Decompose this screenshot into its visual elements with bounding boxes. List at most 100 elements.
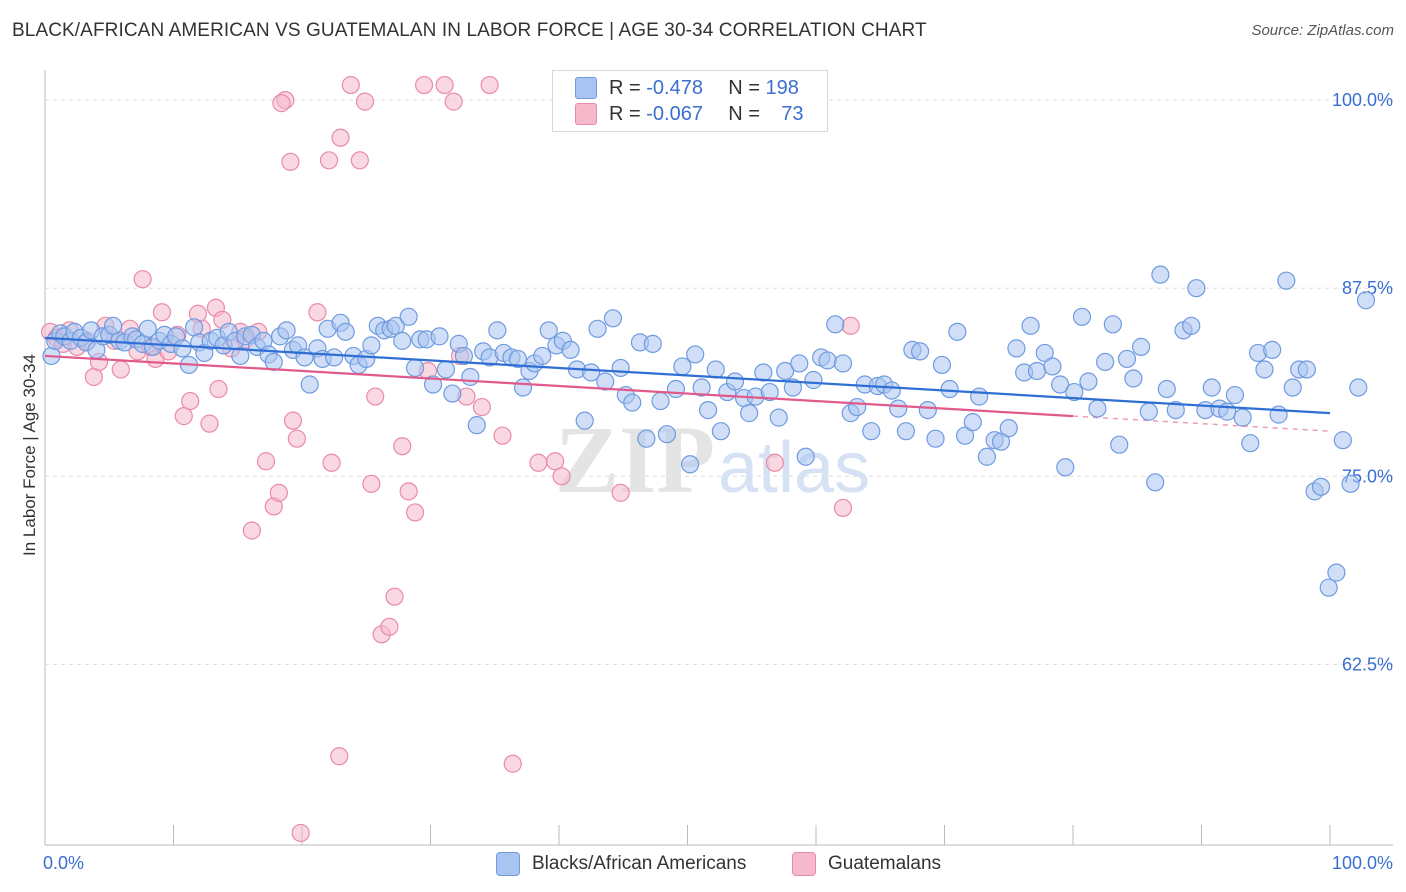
guatemalan-point [405, 503, 425, 522]
correlation-legend: R = -0.478 N = 198 R = -0.067 N = 73 [552, 70, 828, 132]
black-point [405, 358, 425, 378]
guatemalan-point [380, 617, 399, 636]
guatemalan-point [480, 75, 499, 95]
black-point [1327, 563, 1346, 582]
black-point [1157, 379, 1176, 399]
legend-swatch-guatemalans [575, 103, 597, 125]
y-axis-label: In Labor Force | Age 30-34 [20, 354, 39, 556]
guatemalan-point [393, 437, 412, 456]
r-label: R = [609, 102, 641, 125]
guatemalan-point [291, 823, 310, 843]
black-point [277, 321, 296, 340]
black-point [561, 340, 580, 360]
guatemalan-point [111, 360, 130, 379]
black-point [977, 447, 997, 466]
black-point [882, 381, 901, 400]
black-point [698, 400, 718, 420]
chart-title: BLACK/AFRICAN AMERICAN VS GUATEMALAN IN … [12, 20, 927, 41]
black-point [760, 382, 779, 402]
guatemalan-point [385, 587, 404, 606]
black-point [1225, 385, 1245, 405]
guatemalan-point [611, 483, 630, 502]
black-point [362, 336, 381, 355]
black-point [637, 429, 656, 448]
black-point [1349, 378, 1368, 397]
black-point [1356, 291, 1376, 310]
black-point [423, 375, 443, 394]
black-point [1110, 435, 1129, 454]
black-point [826, 315, 845, 334]
black-point [588, 319, 607, 338]
black-point [596, 372, 615, 391]
black-point [754, 363, 773, 382]
black-point [1043, 357, 1062, 376]
black-point [657, 425, 677, 444]
r-label: R = [609, 76, 641, 99]
black-point [1035, 343, 1054, 363]
black-point [1056, 458, 1075, 477]
guatemalan-point [330, 747, 349, 766]
black-point [1166, 400, 1185, 420]
black-point [336, 322, 355, 341]
black-point [776, 361, 795, 381]
black-point [264, 352, 283, 372]
guatemalan-point [256, 452, 276, 471]
guatemalan-point [331, 128, 350, 147]
black-point [932, 355, 952, 375]
black-point [1263, 340, 1282, 360]
guatemalan-point [765, 453, 784, 472]
r-value: -0.067 [646, 102, 703, 125]
black-point [513, 378, 533, 397]
black-point [918, 400, 937, 420]
guatemalan-point [269, 483, 288, 502]
black-point [399, 307, 418, 326]
guatemalan-point [283, 411, 303, 430]
black-point [1124, 369, 1143, 388]
black-point [711, 422, 731, 441]
black-point [1297, 360, 1316, 379]
black-point [1233, 408, 1252, 427]
black-point [1021, 316, 1040, 335]
black-point [173, 339, 192, 358]
guatemalan-point [833, 498, 853, 518]
guatemalan-trend-line [44, 354, 1074, 418]
black-point [643, 334, 662, 353]
legend-item-blacks[interactable]: Blacks/African Americans [496, 852, 746, 876]
legend-swatch-blacks [496, 852, 520, 876]
black-point [1146, 473, 1165, 492]
black-point [603, 309, 623, 328]
black-point [454, 346, 474, 366]
black-point [706, 360, 725, 379]
n-label: N = [728, 102, 760, 125]
watermark-atlas: atlas [718, 428, 870, 508]
guatemalan-point [414, 75, 434, 95]
guatemalan-point [362, 474, 381, 493]
guatemalan-point [493, 426, 512, 445]
black-point [1051, 375, 1070, 394]
guatemalan-point [84, 367, 103, 387]
black-point [393, 331, 412, 350]
black-point [575, 411, 594, 430]
guatemalan-point [242, 521, 261, 540]
guatemalan-point [308, 303, 327, 322]
black-point [1007, 339, 1026, 358]
black-point [1341, 474, 1360, 493]
guatemalan-point [444, 92, 463, 111]
black-point [1319, 578, 1338, 597]
black-point [1283, 378, 1302, 397]
black-point [999, 419, 1018, 438]
legend-item-guatemalans[interactable]: Guatemalans [792, 852, 941, 876]
guatemalan-point [350, 151, 369, 170]
black-point [673, 357, 692, 376]
y-tick-label: 100.0% [1332, 90, 1393, 110]
black-point [1088, 399, 1107, 418]
black-point [896, 422, 916, 441]
black-point [1151, 265, 1170, 284]
black-point [533, 346, 552, 366]
x-tick-label: 100.0% [1332, 853, 1393, 873]
guatemalan-point [546, 452, 565, 471]
guatemalan-point [472, 397, 491, 417]
black-point [461, 367, 480, 387]
guatemalan-point [322, 453, 341, 472]
black-point [1103, 315, 1122, 334]
